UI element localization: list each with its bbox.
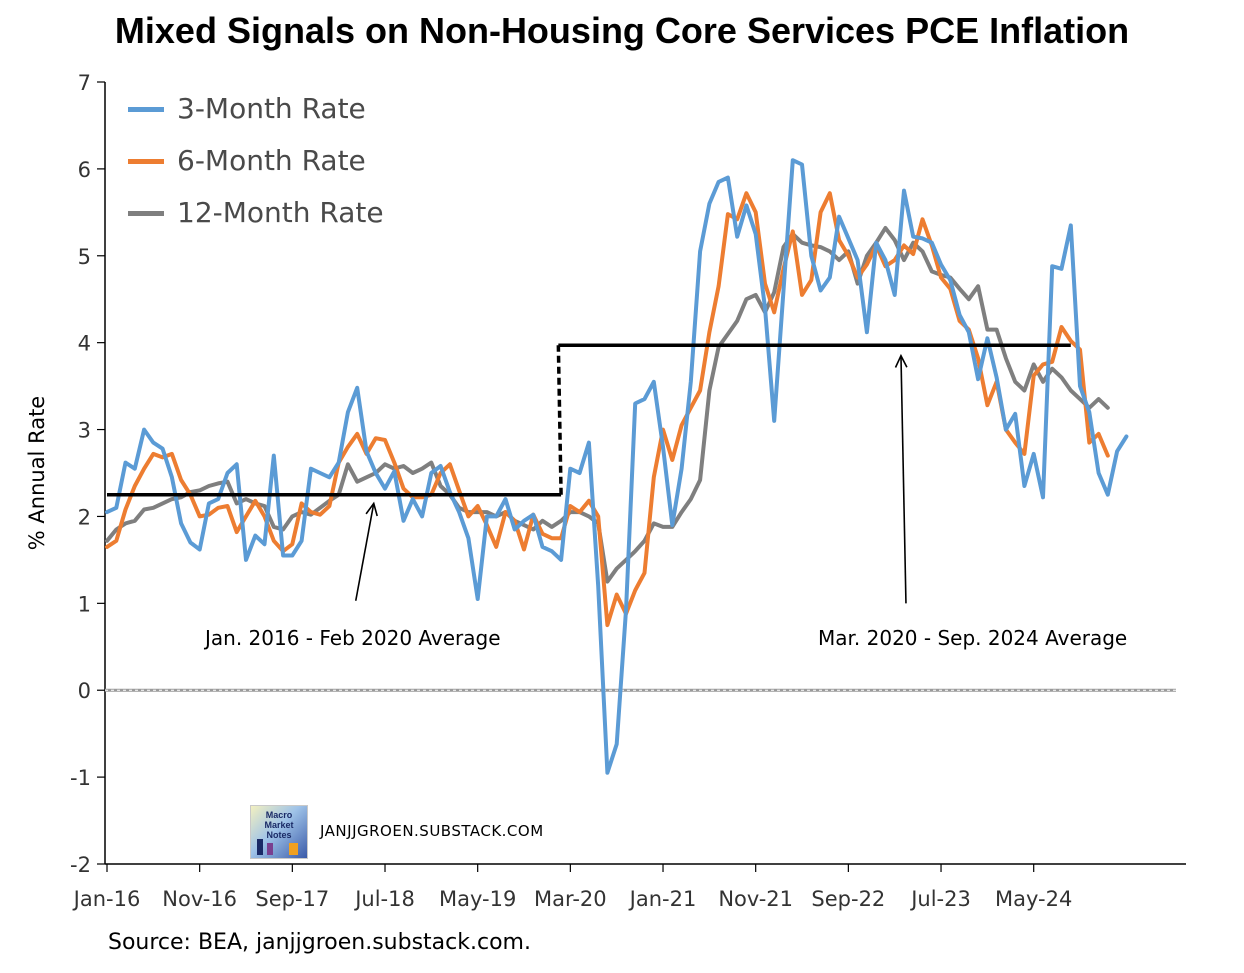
x-tick-label: Mar-20 — [534, 887, 607, 911]
macro-market-notes-logo: Macro Market Notes — [250, 805, 308, 859]
chart-title: Mixed Signals on Non-Housing Core Servic… — [114, 10, 1130, 51]
annotation-label-pre-2020: Jan. 2016 - Feb 2020 Average — [203, 626, 501, 650]
y-tick-label: 6 — [78, 158, 91, 182]
annotation-arrow-post-2020-head — [894, 353, 908, 368]
12-month-rate-line — [105, 226, 1110, 584]
annotation-arrow-pre-2020 — [354, 503, 375, 601]
x-tick-label: Jan-16 — [72, 887, 141, 911]
x-tick-label: May-19 — [439, 887, 516, 911]
legend-label-3-month: 3-Month Rate — [177, 92, 366, 125]
logo-text: Macro Market Notes — [264, 810, 294, 840]
x-tick-label: May-24 — [995, 887, 1072, 911]
annotations: Jan. 2016 - Feb 2020 Average Mar. 2020 - … — [203, 353, 1127, 650]
y-tick-label: 4 — [78, 332, 91, 356]
source-note: Source: BEA, janjjgroen.substack.com. — [108, 930, 531, 955]
y-tick-label: 1 — [78, 592, 91, 616]
legend-item-12-month: 12-Month Rate — [128, 196, 428, 232]
x-tick-label: Nov-21 — [718, 887, 793, 911]
legend-item-6-month: 6-Month Rate — [128, 144, 428, 180]
logo-figure — [257, 839, 263, 855]
y-tick-label: 0 — [78, 679, 91, 703]
x-tick-label: Sep-17 — [255, 887, 329, 911]
x-tick-label: Jan-21 — [628, 887, 697, 911]
6-month-rate-line — [105, 191, 1110, 628]
series-group — [105, 158, 1129, 775]
legend-label-6-month: 6-Month Rate — [177, 144, 366, 177]
y-tick-label: -2 — [70, 853, 91, 877]
logo-figure — [267, 843, 273, 855]
y-tick-label: 2 — [78, 505, 91, 529]
annotation-label-post-2020: Mar. 2020 - Sep. 2024 Average — [818, 626, 1127, 650]
x-tick-label: Jul-18 — [353, 887, 415, 911]
3-month-rate-line — [105, 158, 1129, 775]
axes: -2 -1 0 1 2 3 4 5 6 7 Jan-16 Nov-16 Sep-17 Jul-18 May-… — [25, 71, 1186, 911]
reference-line-connector — [556, 345, 563, 495]
legend-item-3-month: 3-Month Rate — [128, 92, 428, 128]
legend-label-12-month: 12-Month Rate — [177, 196, 384, 229]
watermark-text: JANJJGROEN.SUBSTACK.COM — [320, 822, 544, 840]
legend-swatch-12-month — [128, 211, 164, 216]
x-tick-label: Sep-22 — [811, 887, 885, 911]
y-tick-label: 5 — [78, 245, 91, 269]
y-tick-label: 3 — [78, 419, 91, 443]
legend-swatch-6-month — [128, 159, 164, 164]
y-tick-label: 7 — [78, 71, 91, 95]
legend-swatch-3-month — [128, 107, 164, 112]
annotation-arrow-pre-2020-head — [365, 501, 378, 517]
y-axis-label: % Annual Rate — [25, 396, 49, 550]
annotation-arrow-post-2020 — [900, 355, 907, 604]
x-tick-label: Jul-23 — [909, 887, 971, 911]
y-tick-label: -1 — [70, 766, 91, 790]
logo-bar — [289, 843, 298, 855]
reference-lines — [107, 343, 1071, 497]
x-tick-label: Nov-16 — [162, 887, 237, 911]
